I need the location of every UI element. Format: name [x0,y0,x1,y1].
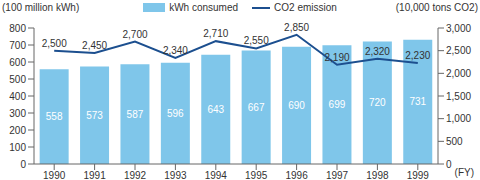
svg-text:800: 800 [9,23,26,34]
svg-text:100: 100 [9,142,26,153]
svg-text:596: 596 [167,108,184,119]
svg-text:2,500: 2,500 [446,45,471,56]
html-text:kWh consumed: kWh consumed [169,2,238,13]
svg-text:2,700: 2,700 [122,29,147,40]
svg-text:2,850: 2,850 [284,22,309,33]
svg-text:690: 690 [288,100,305,111]
svg-text:731: 731 [409,96,426,107]
html-text:(10,000 tons CO2): (10,000 tons CO2) [395,2,478,13]
svg-text:500: 500 [9,74,26,85]
svg-text:2,710: 2,710 [203,28,228,39]
svg-text:643: 643 [207,104,224,115]
svg-text:1999: 1999 [407,170,430,180]
svg-text:500: 500 [446,136,463,147]
svg-text:2,450: 2,450 [82,40,107,51]
svg-text:2,550: 2,550 [244,35,269,46]
svg-text:3,000: 3,000 [446,23,471,34]
svg-text:699: 699 [329,99,346,110]
svg-text:200: 200 [9,125,26,136]
svg-text:1997: 1997 [326,170,349,180]
svg-text:0: 0 [20,159,26,170]
svg-text:1,500: 1,500 [446,91,471,102]
html-text:CO2 emission: CO2 emission [274,2,337,13]
svg-text:2,230: 2,230 [405,50,430,61]
svg-text:1991: 1991 [83,170,106,180]
svg-text:667: 667 [248,102,265,113]
svg-text:700: 700 [9,40,26,51]
svg-text:2,320: 2,320 [365,46,390,57]
svg-text:1994: 1994 [205,170,228,180]
svg-text:558: 558 [46,111,63,122]
html-text:(100 million kWh): (100 million kWh) [2,2,80,13]
svg-text:1993: 1993 [164,170,187,180]
svg-text:1990: 1990 [43,170,66,180]
svg-text:400: 400 [9,91,26,102]
svg-text:2,000: 2,000 [446,68,471,79]
svg-text:1998: 1998 [366,170,389,180]
svg-text:1,000: 1,000 [446,113,471,124]
svg-text:2,340: 2,340 [163,45,188,56]
svg-text:2,190: 2,190 [324,52,349,63]
svg-text:300: 300 [9,108,26,119]
svg-text:600: 600 [9,57,26,68]
svg-text:587: 587 [127,109,144,120]
svg-text:1996: 1996 [285,170,308,180]
svg-text:1992: 1992 [124,170,147,180]
svg-text:0: 0 [446,159,452,170]
svg-text:2,500: 2,500 [42,38,67,49]
svg-text:720: 720 [369,97,386,108]
svg-text:573: 573 [86,110,103,121]
html-text:(FY): (FY) [454,167,474,178]
svg-text:1995: 1995 [245,170,268,180]
